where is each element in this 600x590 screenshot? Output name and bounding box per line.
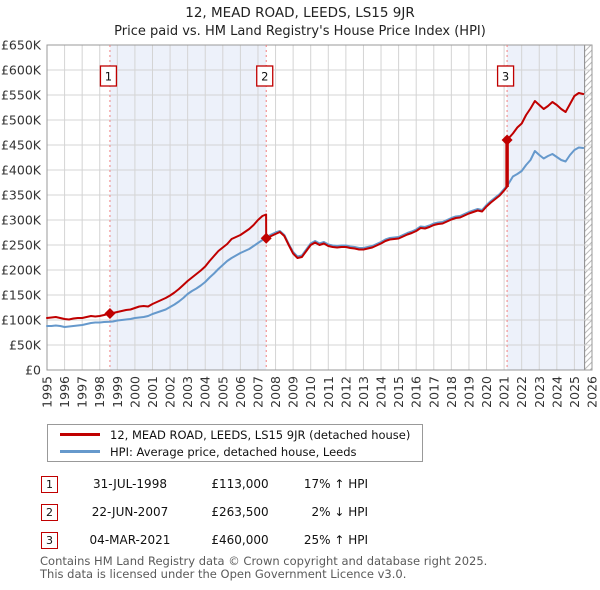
x-axis-tick-label: 1996: [57, 376, 72, 408]
sale-1-hpi-comparison: 17% ↑ HPI: [303, 477, 368, 491]
x-axis-tick-label: 1995: [40, 376, 55, 408]
y-axis-tick-label: £600K: [1, 63, 42, 78]
sale-1-price: £113,000: [211, 477, 269, 491]
x-axis-tick-label: 2013: [356, 376, 371, 408]
sale-2-date: 22-JUN-2007: [91, 505, 169, 519]
sale-number-box: [256, 65, 274, 87]
sale-number-box: [99, 65, 118, 87]
legend-label-hpi: HPI: Average price, detached house, Leed…: [110, 444, 357, 459]
x-axis-tick-label: 2005: [215, 376, 230, 408]
sale-3-price: £460,000: [211, 533, 269, 547]
y-axis-tick-label: £50K: [9, 338, 42, 353]
table-row-sale-1: 1 31-JUL-1998 £113,000 17% ↑ HPI: [0, 476, 600, 494]
sale-point-marker: [260, 232, 272, 244]
y-axis-tick-label: £550K: [1, 88, 42, 103]
x-axis-tick-label: 2008: [268, 376, 283, 408]
x-axis-tick-label: 1998: [92, 376, 107, 408]
hpi-line: [46, 146, 585, 328]
x-axis-tick-label: 2022: [514, 376, 529, 408]
x-axis-tick-label: 2023: [532, 376, 547, 408]
sale-1-number-badge: 1: [41, 476, 58, 493]
sale-3-hpi-comparison: 25% ↑ HPI: [303, 533, 368, 547]
sale-1-date: 31-JUL-1998: [93, 477, 167, 491]
license-line-2: This data is licensed under the Open Gov…: [40, 567, 407, 581]
x-axis-tick-label: 2011: [321, 376, 336, 408]
license-note: Contains HM Land Registry data © Crown c…: [40, 555, 600, 581]
x-axis-tick-label: 1997: [75, 376, 90, 408]
x-axis-tick-label: 2016: [409, 376, 424, 408]
x-axis-tick-label: 2004: [198, 376, 213, 408]
x-axis-tick-label: 2000: [127, 376, 142, 408]
y-axis-tick-label: £500K: [1, 113, 42, 128]
x-axis-tick-label: 1999: [110, 376, 125, 408]
x-axis-tick-label: 2024: [549, 376, 564, 408]
x-axis-tick-label: 2017: [426, 376, 441, 408]
y-axis-tick-label: £450K: [1, 138, 42, 153]
legend-item-property: 12, MEAD ROAD, LEEDS, LS15 9JR (detached…: [48, 428, 422, 442]
x-axis-tick-label: 2025: [567, 376, 582, 408]
sale-2-number-badge: 2: [41, 504, 58, 521]
plot-frame: [46, 44, 593, 371]
sale-3-date: 04-MAR-2021: [89, 533, 171, 547]
x-axis-tick-label: 2012: [338, 376, 353, 408]
x-axis-tick-label: 2020: [479, 376, 494, 408]
x-axis-tick-label: 2018: [444, 376, 459, 408]
shaded-ownership-band: [507, 45, 585, 370]
x-axis-tick-label: 2019: [461, 376, 476, 408]
sale-point-marker: [104, 308, 116, 319]
page-subtitle: Price paid vs. HM Land Registry's House …: [114, 24, 486, 39]
page-title: 12, MEAD ROAD, LEEDS, LS15 9JR: [185, 5, 415, 21]
table-row-sale-2: 2 22-JUN-2007 £263,500 2% ↓ HPI: [0, 504, 600, 522]
future-no-data-hatch: [584, 45, 592, 370]
y-axis-tick-label: £150K: [1, 288, 42, 303]
x-axis-tick-label: 2015: [391, 376, 406, 408]
sale-point-marker: [501, 134, 513, 146]
y-axis-tick-label: £200K: [1, 263, 42, 278]
x-axis-tick-label: 2003: [180, 376, 195, 408]
table-row-sale-3: 3 04-MAR-2021 £460,000 25% ↑ HPI: [0, 532, 600, 550]
y-axis-tick-label: £0: [25, 363, 41, 378]
sale-2-hpi-comparison: 2% ↓ HPI: [311, 505, 368, 519]
sale-number-box: [496, 65, 515, 87]
x-axis-tick-label: 2001: [145, 376, 160, 408]
y-axis-tick-label: £250K: [1, 238, 42, 253]
y-axis-tick-label: £300K: [1, 213, 42, 228]
y-axis-tick-label: £350K: [1, 188, 42, 203]
price-history-chart: 1 2 3 £0 £50K £100K £150K £200K £250K £300K £350K £…: [1, 38, 600, 408]
property-line-swatch: [60, 433, 100, 436]
sale-number-label: 2: [261, 70, 268, 84]
license-line-1: Contains HM Land Registry data © Crown c…: [40, 554, 488, 568]
x-axis-tick-label: 2021: [497, 376, 512, 408]
y-axis-tick-label: £100K: [1, 313, 42, 328]
legend-label-property: 12, MEAD ROAD, LEEDS, LS15 9JR (detached…: [110, 427, 411, 442]
x-axis-tick-label: 2026: [585, 376, 600, 408]
sale-3-number-badge: 3: [41, 532, 58, 549]
sale-number-label: 1: [105, 70, 112, 84]
x-axis-tick-label: 2009: [286, 376, 301, 408]
x-axis-tick-label: 2010: [303, 376, 318, 408]
x-axis-tick-label: 2014: [374, 376, 389, 408]
y-axis-tick-label: £650K: [1, 38, 42, 53]
x-axis-tick-label: 2007: [250, 376, 265, 408]
x-axis-tick-label: 2002: [163, 376, 178, 408]
legend-item-hpi: HPI: Average price, detached house, Leed…: [48, 445, 422, 459]
x-axis-tick-label: 2006: [233, 376, 248, 408]
y-axis-tick-label: £400K: [1, 163, 42, 178]
sale-number-label: 3: [502, 70, 509, 84]
hpi-line-swatch: [60, 450, 100, 453]
sale-2-price: £263,500: [211, 505, 269, 519]
chart-legend: 12, MEAD ROAD, LEEDS, LS15 9JR (detached…: [47, 424, 423, 462]
property-price-line: [46, 92, 585, 321]
